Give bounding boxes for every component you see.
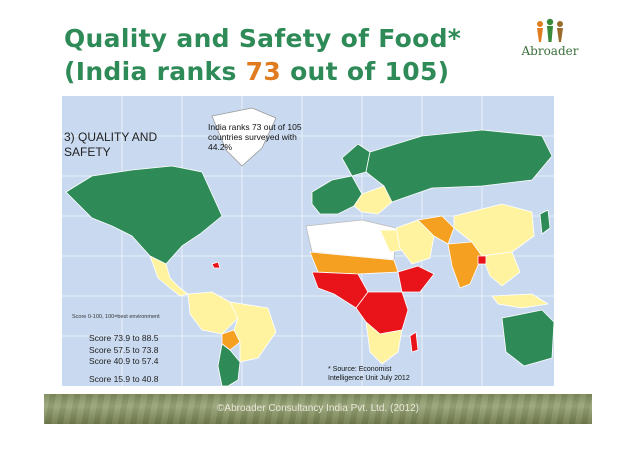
europe-west-shape: [311, 175, 363, 215]
indonesia-shape: [491, 293, 549, 309]
logo-text: Abroader: [521, 44, 579, 58]
southern-africa-shape: [365, 321, 403, 365]
russia-shape: [365, 129, 553, 203]
south-america-north-shape: [187, 291, 239, 335]
footer-bar: ©Abroader Consultancy India Pvt. Ltd. (2…: [44, 394, 592, 424]
copyright-text: ©Abroader Consultancy India Pvt. Ltd. (2…: [217, 403, 419, 414]
abroader-logo: Abroader: [510, 18, 590, 66]
map-legend: Score 73.9 to 88.5 Score 57.5 to 73.8 Sc…: [89, 333, 158, 385]
india-rank-note: India ranks 73 out of 105 countries surv…: [208, 122, 302, 152]
mexico-shape: [149, 255, 189, 297]
central-africa-shape: [355, 291, 409, 335]
legend-item: Score 15.9 to 40.8: [89, 373, 159, 384]
southern-cone-shape: [217, 343, 241, 386]
greenland-shape: [211, 107, 277, 167]
score-scale-note: Score 0-100, 100=best environment: [72, 314, 160, 320]
bangladesh-shape: [477, 255, 487, 265]
world-map: 3) QUALITY AND SAFETY India ranks 73 out…: [62, 96, 554, 386]
title-line-2-suffix: out of 105): [281, 57, 450, 86]
southeast-asia-shape: [481, 251, 521, 287]
legend-item: Score 57.5 to 73.8: [89, 344, 159, 355]
legend-item: Score 40.9 to 57.4: [89, 356, 159, 366]
slide-title: Quality and Safety of Food* (India ranks…: [64, 22, 461, 88]
bolivia-shape: [221, 329, 241, 351]
horn-of-africa-shape: [397, 265, 435, 293]
source-note: * Source: Economist Intelligence Unit Ju…: [328, 366, 410, 382]
logo-people-icon: [537, 18, 563, 42]
title-line-2-prefix: (India ranks: [64, 57, 246, 86]
category-label: 3) QUALITY AND SAFETY: [64, 130, 158, 159]
australia-shape: [501, 309, 554, 367]
caribbean-shape: [211, 261, 221, 269]
title-rank: 73: [245, 57, 282, 86]
iran-shape: [417, 215, 455, 245]
title-line-1: Quality and Safety of Food*: [64, 24, 462, 53]
madagascar-shape: [409, 331, 419, 353]
world-map-graphic: [62, 96, 554, 386]
japan-shape: [539, 209, 551, 235]
north-america-shape: [65, 165, 223, 265]
legend-item: Score 73.9 to 88.5: [89, 333, 159, 343]
brazil-shape: [229, 301, 277, 363]
